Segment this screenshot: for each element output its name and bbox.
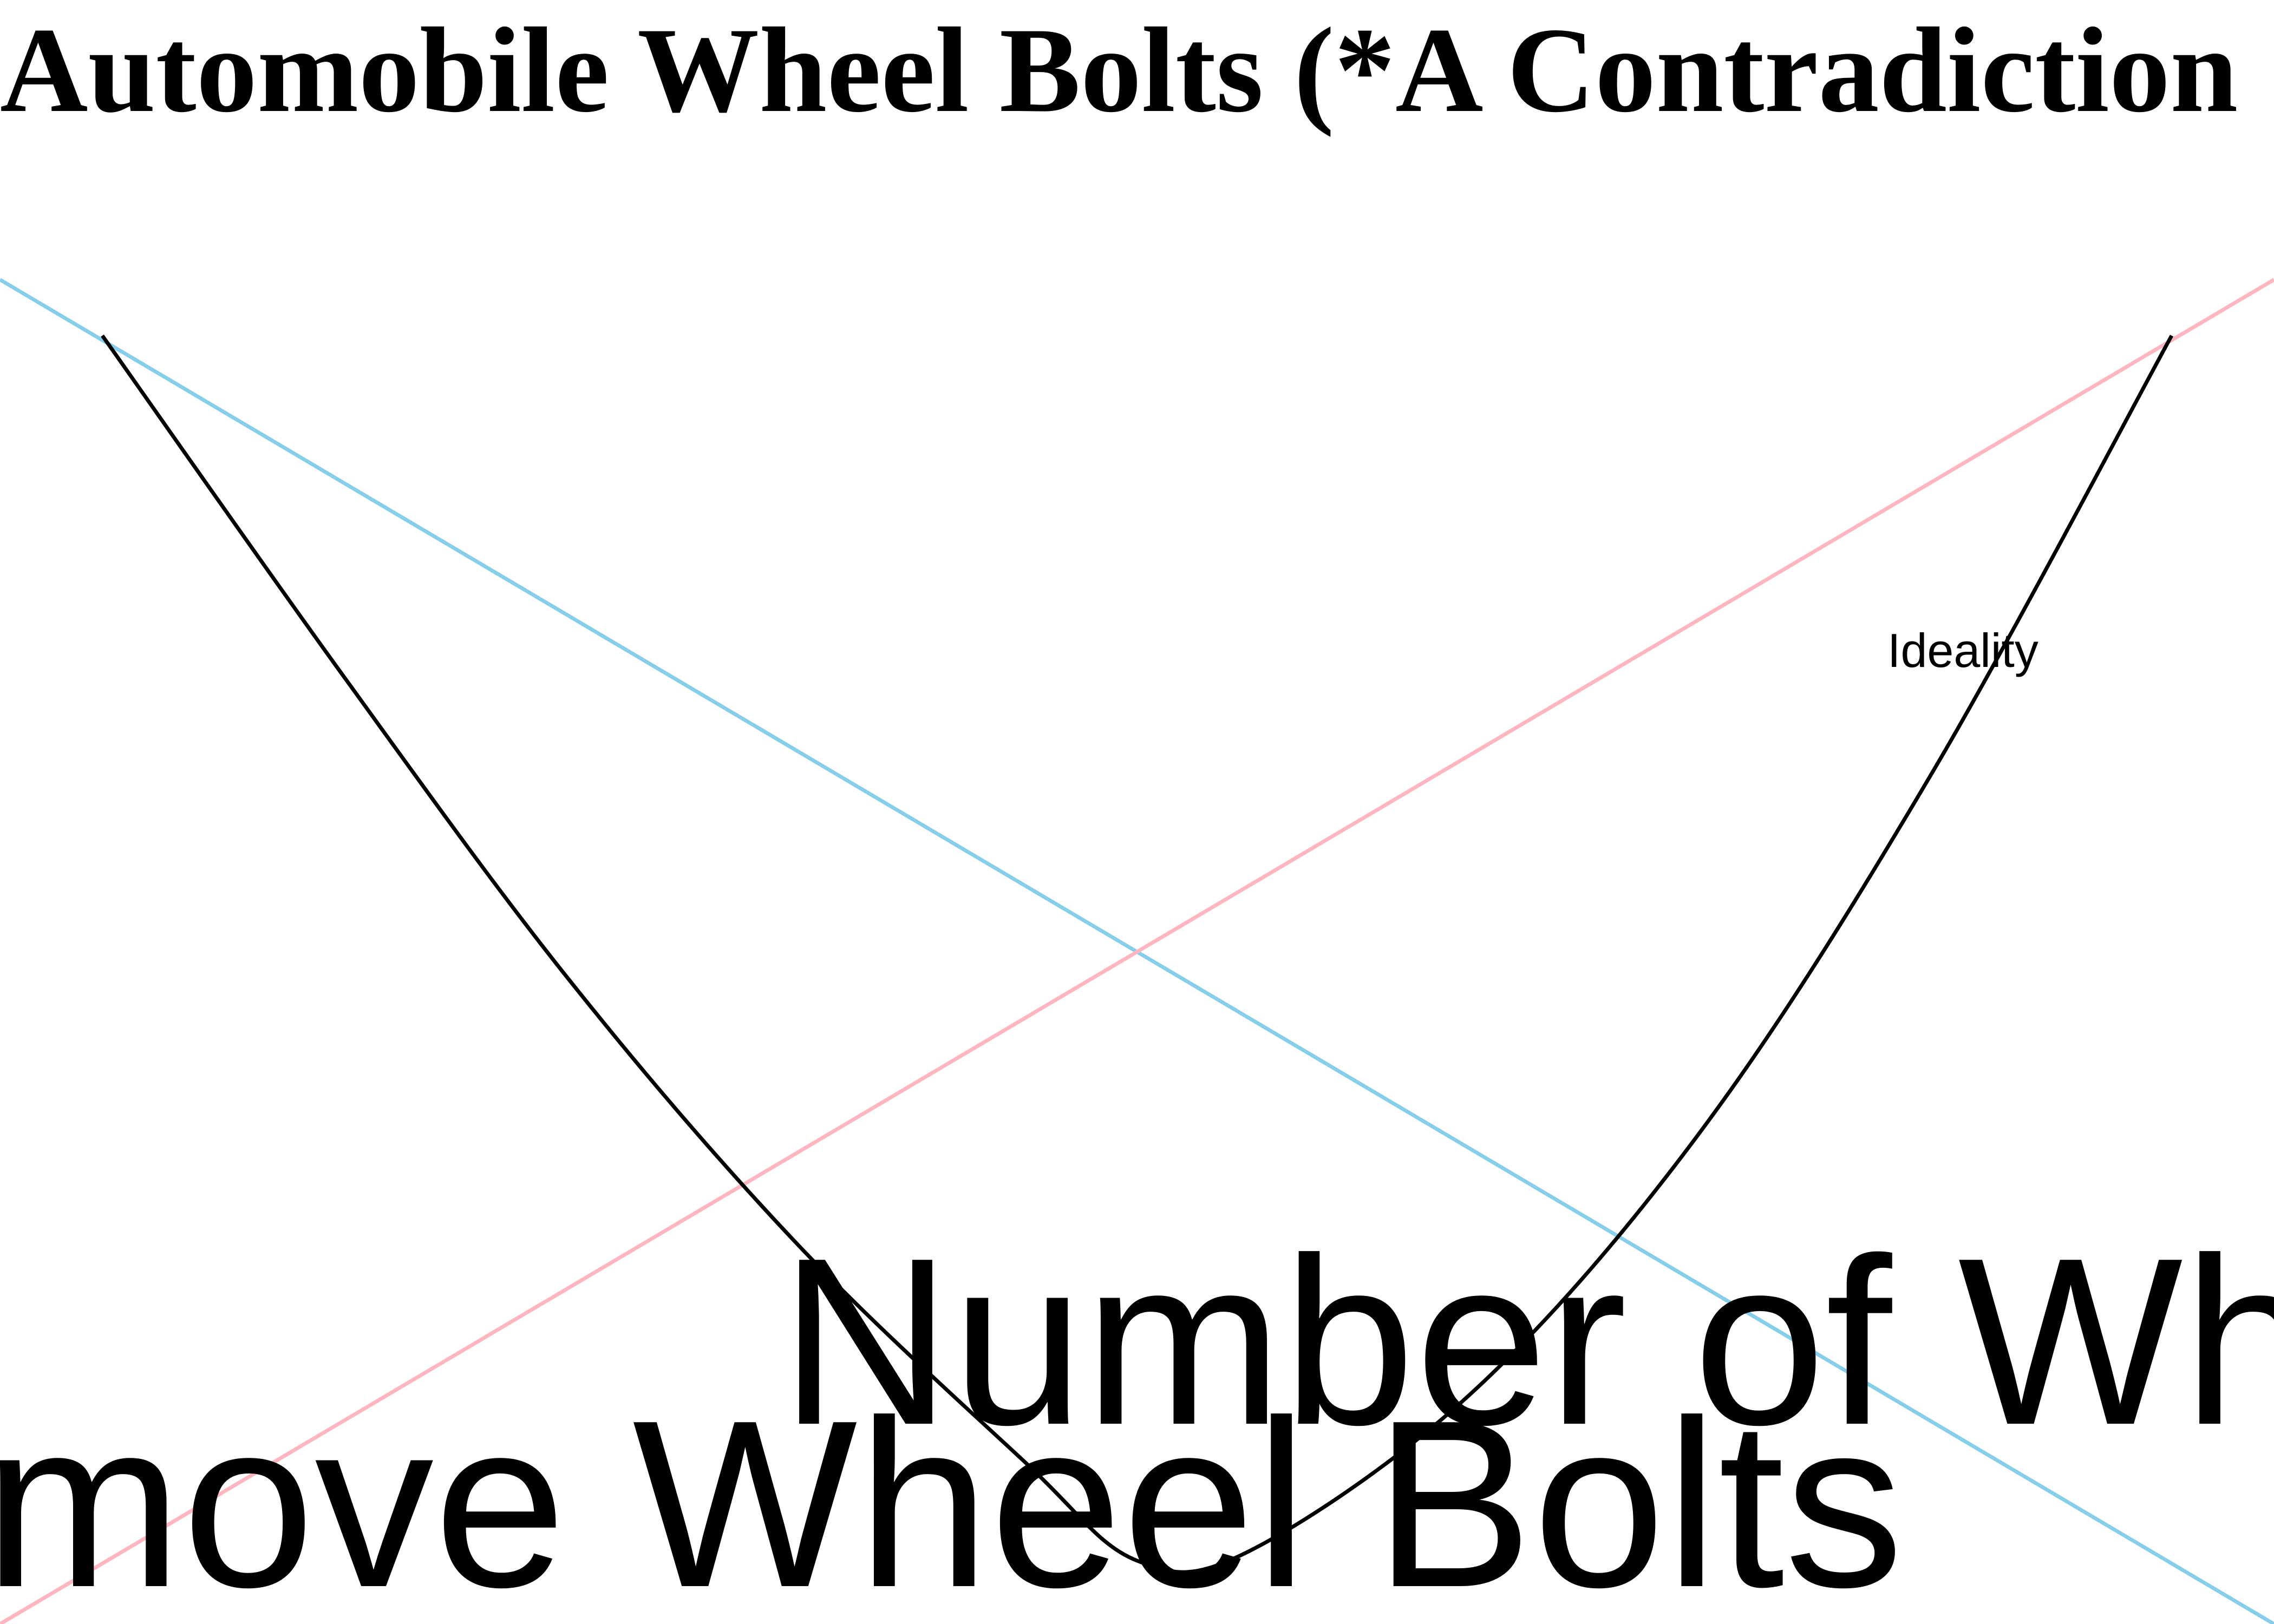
series-curve-ideality xyxy=(101,334,2174,1574)
curve-label-ideality: Ideality xyxy=(1887,624,2038,677)
series-layer xyxy=(0,278,2274,1624)
series-line-increasing xyxy=(0,278,2274,1624)
secondary-axis-label: move Wheel Bolts xyxy=(0,1371,1904,1624)
x-axis-label: Number of Wh xyxy=(780,1209,2274,1475)
chart-title: Automobile Wheel Bolts (*A Contradiction xyxy=(0,2,2238,137)
